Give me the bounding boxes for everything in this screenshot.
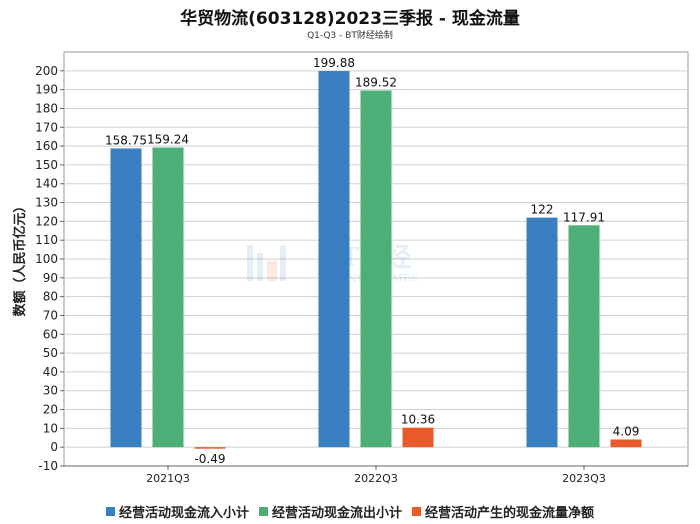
chart-subtitle: Q1-Q3 - BT财经绘制 <box>307 31 393 41</box>
y-tick-label: 130 <box>35 196 58 210</box>
y-tick-label: 180 <box>35 101 58 115</box>
legend-item: 经营活动现金流出小计 <box>258 502 402 521</box>
bar <box>568 225 600 448</box>
y-tick-label: 40 <box>43 365 58 379</box>
data-label: -0.49 <box>194 452 225 466</box>
bar <box>318 71 350 448</box>
y-tick-label: 70 <box>43 308 58 322</box>
y-tick-label: 170 <box>35 120 58 134</box>
bar <box>402 427 434 448</box>
y-tick-label: 10 <box>43 421 58 435</box>
y-tick-label: 60 <box>43 327 58 341</box>
y-tick-label: 120 <box>35 214 58 228</box>
bar <box>194 447 226 449</box>
y-tick-label: 0 <box>50 440 58 454</box>
x-tick-label: 2021Q3 <box>146 472 190 485</box>
data-label: 4.09 <box>613 424 640 438</box>
bar <box>152 147 184 448</box>
legend-label: 经营活动现金流入小计 <box>118 506 249 521</box>
chart-title: 华贸物流(603128)2023三季报 - 现金流量 <box>180 9 520 29</box>
legend-label: 经营活动产生的现金流量净额 <box>425 506 595 521</box>
bar-chart: BT财经 BUSINESSTIMES 158.75159.24-0.49199.… <box>12 51 689 485</box>
data-label: 10.36 <box>401 413 435 427</box>
y-tick-label: 140 <box>35 177 58 191</box>
legend-swatch <box>258 507 268 516</box>
legend: 经营活动现金流入小计 经营活动现金流出小计 经营活动产生的现金流量净额 <box>0 502 700 521</box>
data-label: 122 <box>531 203 554 217</box>
bar <box>610 439 642 448</box>
data-label: 189.52 <box>355 76 397 90</box>
y-axis-label: 数额（人民币亿元） <box>12 199 28 316</box>
y-tick-label: 110 <box>35 233 58 247</box>
y-tick-label: 50 <box>43 346 58 360</box>
y-tick-label: 150 <box>35 158 58 172</box>
y-tick-label: 100 <box>35 252 58 266</box>
data-label: 117.91 <box>563 210 605 224</box>
y-tick-label: 30 <box>43 384 58 398</box>
legend-item: 经营活动产生的现金流量净额 <box>412 502 594 521</box>
data-label: 158.75 <box>105 133 147 147</box>
x-tick-label: 2022Q3 <box>354 472 398 485</box>
legend-swatch <box>412 507 421 516</box>
y-tick-label: 190 <box>35 83 58 97</box>
legend-label: 经营活动现金流出小计 <box>271 506 402 521</box>
y-tick-label: 160 <box>35 139 58 153</box>
bar <box>360 90 392 448</box>
y-tick-label: 80 <box>43 290 58 304</box>
bar <box>526 217 558 448</box>
legend-swatch <box>105 507 115 516</box>
y-tick-label: 200 <box>35 64 58 78</box>
y-tick-label: 90 <box>43 271 58 285</box>
data-label: 159.24 <box>147 133 189 147</box>
x-tick-label: 2023Q3 <box>562 472 606 485</box>
y-tick-label: 20 <box>43 403 58 417</box>
data-label: 199.88 <box>313 56 355 70</box>
axis-layer: -10 0 10 20 30 40 50 60 70 80 90 100 110 120 130 140 150… <box>35 64 688 485</box>
y-tick-label: -10 <box>38 459 58 473</box>
legend-item: 经营活动现金流入小计 <box>105 502 249 521</box>
bar <box>110 148 142 448</box>
